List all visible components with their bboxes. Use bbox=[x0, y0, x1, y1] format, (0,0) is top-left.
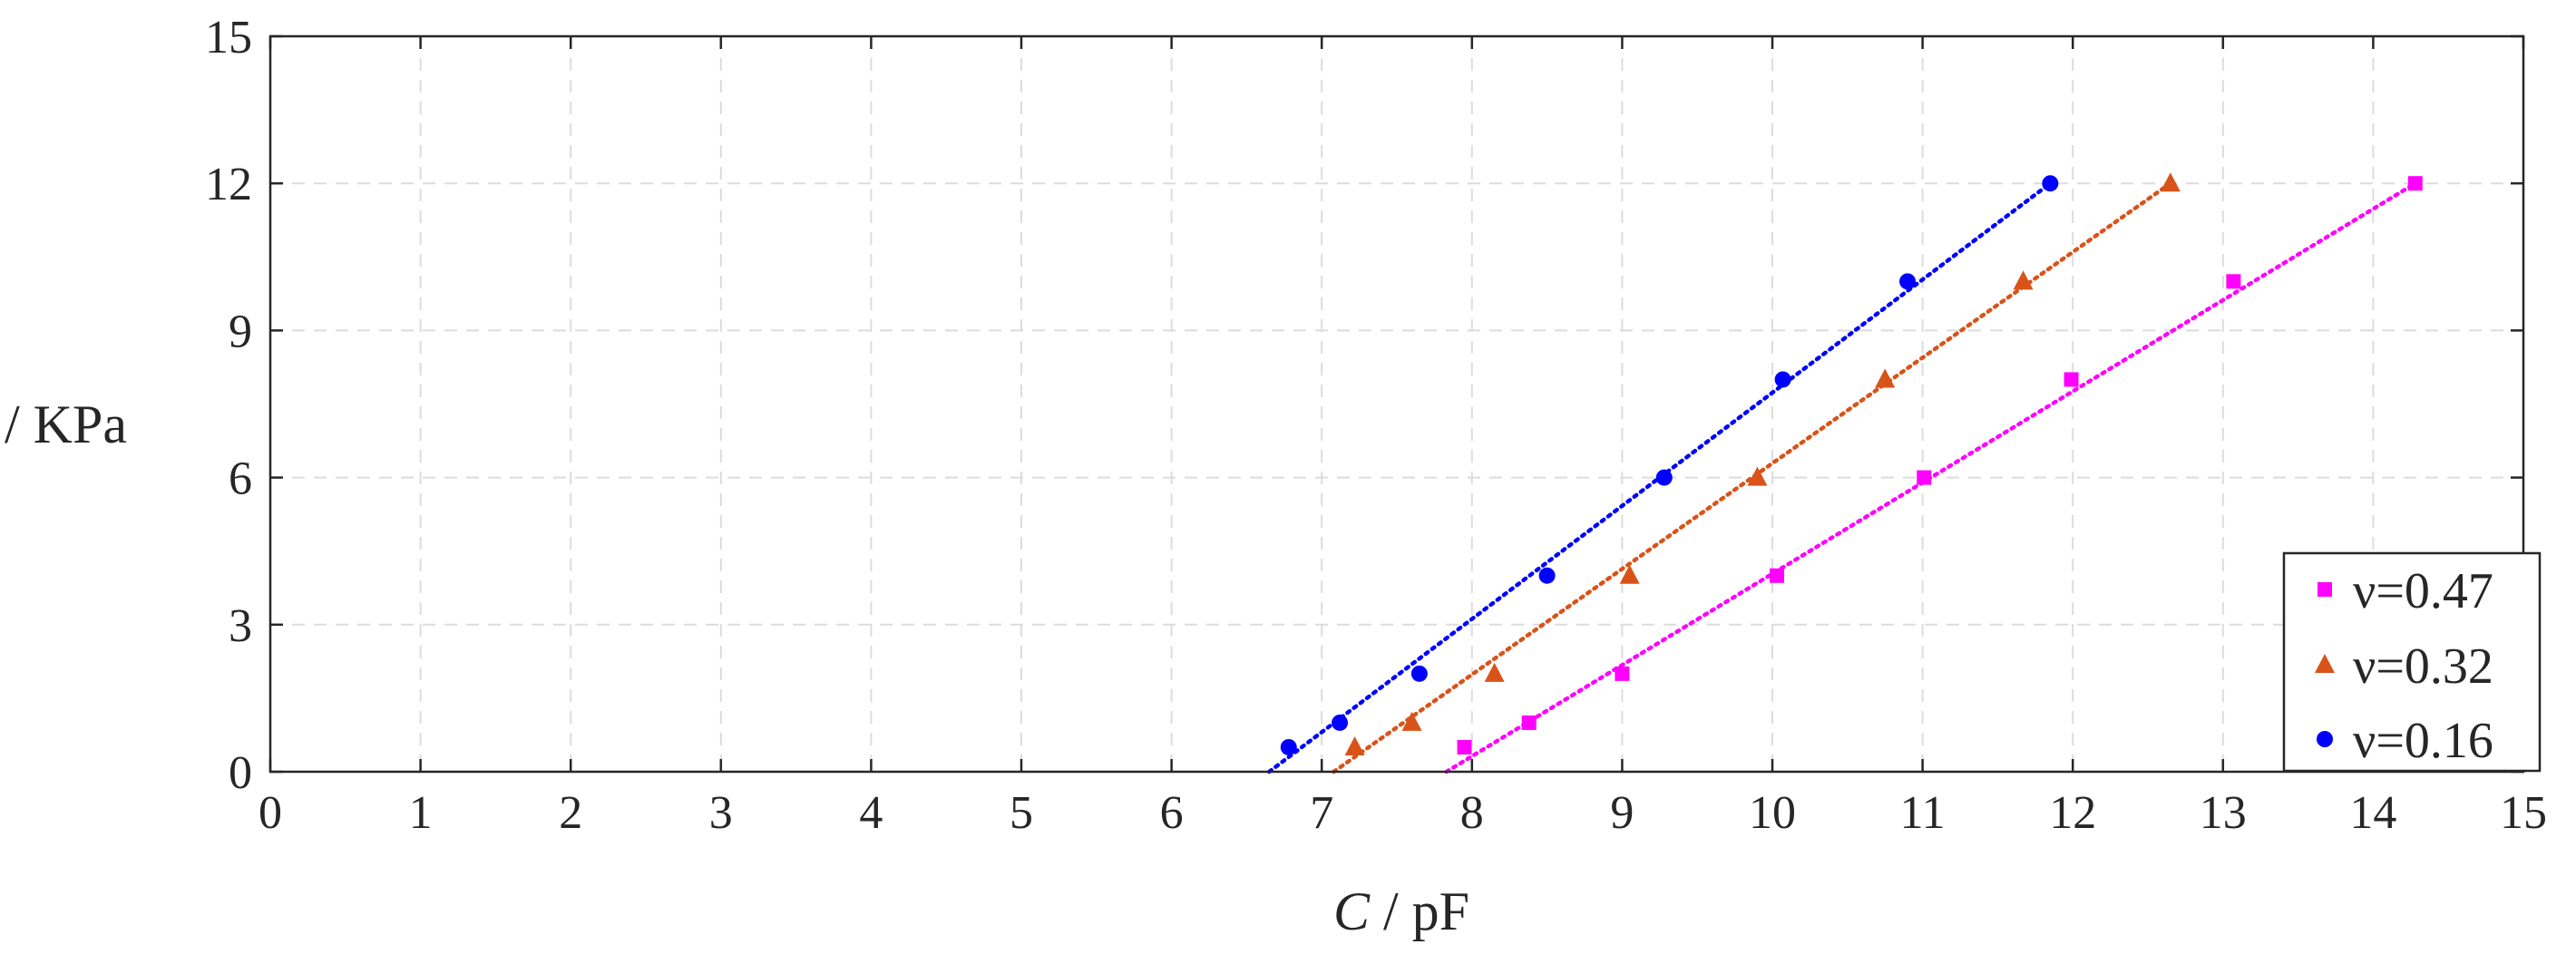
y-tick-label: 3 bbox=[229, 600, 252, 652]
legend: ν=0.47 ν=0.32 ν=0.16 bbox=[2282, 551, 2542, 773]
fit-line-triangle bbox=[1332, 180, 2173, 774]
data-point-circle bbox=[1332, 714, 1349, 731]
x-tick-label: 7 bbox=[1310, 787, 1333, 839]
legend-marker-circle bbox=[2317, 731, 2333, 747]
data-point-square bbox=[1457, 739, 1472, 755]
data-point-circle bbox=[1899, 273, 1917, 290]
data-point-circle bbox=[2042, 175, 2059, 192]
data-point-triangle bbox=[1747, 466, 1768, 486]
x-tick-label: 10 bbox=[1749, 787, 1796, 839]
data-point-circle bbox=[1538, 567, 1556, 584]
data-point-circle bbox=[1410, 665, 1428, 682]
y-tick-label: 9 bbox=[229, 306, 252, 357]
y-tick-labels: 0 3 6 9 12 15 bbox=[205, 12, 252, 799]
x-tick-labels: 0 1 2 3 4 5 6 7 8 9 10 11 12 13 14 15 bbox=[259, 787, 2547, 839]
data-point-square bbox=[1615, 666, 1630, 681]
data-point-triangle bbox=[1619, 564, 1640, 584]
legend-label-triangle: ν=0.32 bbox=[2353, 638, 2493, 695]
data-point-square bbox=[2226, 274, 2241, 289]
legend-marker-triangle bbox=[2315, 654, 2335, 673]
x-tick-label: 15 bbox=[2500, 787, 2547, 839]
data-point-square bbox=[1521, 715, 1537, 730]
legend-marker-square bbox=[2317, 582, 2332, 597]
grid bbox=[270, 36, 2523, 772]
x-tick-label: 0 bbox=[259, 787, 282, 839]
x-tick-label: 14 bbox=[2349, 787, 2396, 839]
x-tick-label: 8 bbox=[1460, 787, 1484, 839]
y-tick-label: 0 bbox=[229, 747, 252, 799]
x-tick-label: 11 bbox=[1900, 787, 1946, 839]
plot-frame bbox=[268, 34, 2525, 774]
x-axis-label: C / pF bbox=[1333, 881, 1469, 941]
axis-ticks bbox=[268, 34, 2525, 774]
x-tick-label: 4 bbox=[859, 787, 883, 839]
data-point-circle bbox=[1655, 469, 1673, 486]
x-tick-label: 6 bbox=[1160, 787, 1184, 839]
legend-label-square: ν=0.47 bbox=[2353, 563, 2493, 619]
data-point-triangle bbox=[1344, 735, 1365, 755]
data-point-square bbox=[1917, 470, 1932, 485]
data-point-square bbox=[1769, 568, 1784, 583]
x-tick-label: 3 bbox=[709, 787, 733, 839]
data-point-square bbox=[2064, 372, 2079, 387]
data-point-triangle bbox=[1401, 711, 1422, 731]
data-point-circle bbox=[1774, 371, 1791, 388]
data-point-triangle bbox=[2013, 270, 2034, 290]
data-points bbox=[1280, 172, 2423, 755]
data-point-square bbox=[2407, 176, 2423, 191]
x-tick-label: 13 bbox=[2200, 787, 2247, 839]
y-axis-label: q / KPa bbox=[0, 394, 127, 454]
x-tick-label: 12 bbox=[2049, 787, 2096, 839]
data-point-triangle bbox=[1875, 368, 1896, 388]
legend-label-circle: ν=0.16 bbox=[2353, 713, 2493, 769]
y-tick-label: 6 bbox=[229, 453, 252, 505]
data-point-triangle bbox=[2160, 172, 2181, 192]
data-point-triangle bbox=[1484, 662, 1505, 682]
y-tick-label: 15 bbox=[205, 12, 252, 63]
x-tick-label: 9 bbox=[1610, 787, 1634, 839]
x-tick-label: 5 bbox=[1010, 787, 1033, 839]
data-point-circle bbox=[1280, 738, 1297, 755]
x-tick-label: 2 bbox=[559, 787, 582, 839]
x-tick-label: 1 bbox=[409, 787, 433, 839]
y-tick-label: 12 bbox=[205, 159, 252, 210]
